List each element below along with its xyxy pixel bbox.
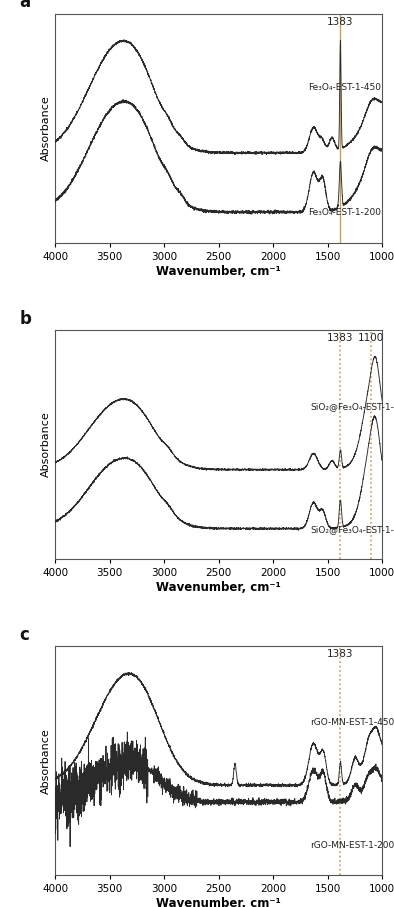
Text: Fe₃O₄-EST-1-200: Fe₃O₄-EST-1-200 — [308, 209, 381, 218]
Text: Fe₃O₄-EST-1-450: Fe₃O₄-EST-1-450 — [308, 83, 381, 93]
Text: SiO₂@Fe₃O₄-EST-1-450: SiO₂@Fe₃O₄-EST-1-450 — [310, 402, 394, 411]
Text: 1383: 1383 — [327, 649, 354, 659]
Text: 1383: 1383 — [327, 16, 354, 26]
Text: 1100: 1100 — [358, 333, 385, 343]
Text: c: c — [19, 626, 29, 644]
X-axis label: Wavenumber, cm⁻¹: Wavenumber, cm⁻¹ — [156, 265, 281, 278]
Text: 1383: 1383 — [327, 333, 354, 343]
Text: b: b — [19, 309, 31, 327]
Y-axis label: Absorbance: Absorbance — [41, 95, 51, 161]
Y-axis label: Absorbance: Absorbance — [41, 727, 51, 794]
Text: a: a — [19, 0, 30, 11]
X-axis label: Wavenumber, cm⁻¹: Wavenumber, cm⁻¹ — [156, 897, 281, 907]
Y-axis label: Absorbance: Absorbance — [41, 412, 51, 477]
X-axis label: Wavenumber, cm⁻¹: Wavenumber, cm⁻¹ — [156, 580, 281, 594]
Text: rGO-MN-EST-1-450: rGO-MN-EST-1-450 — [310, 718, 394, 727]
Text: SiO₂@Fe₃O₄-EST-1-200: SiO₂@Fe₃O₄-EST-1-200 — [310, 524, 394, 533]
Text: rGO-MN-EST-1-200: rGO-MN-EST-1-200 — [310, 841, 394, 850]
